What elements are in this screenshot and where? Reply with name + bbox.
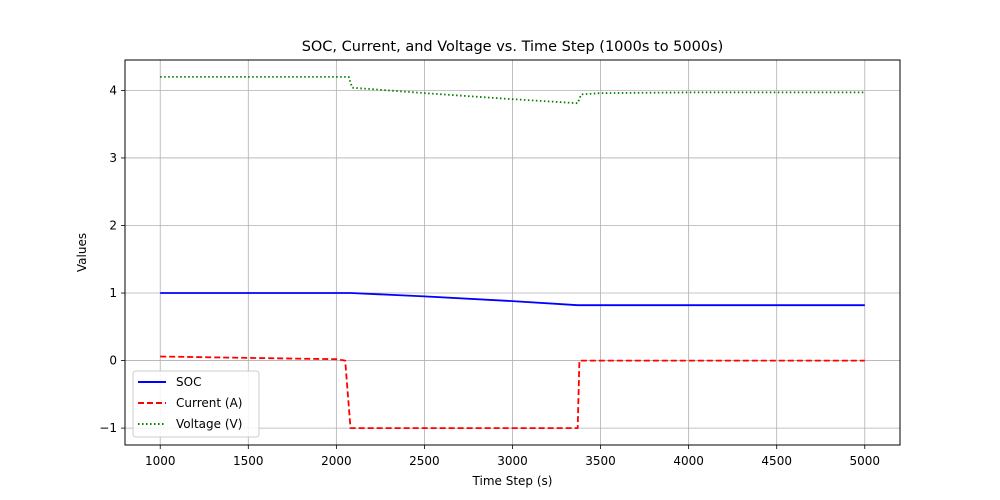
x-tick-label: 1000 — [145, 454, 176, 468]
x-tick-label: 4000 — [673, 454, 704, 468]
axis-ticks: 1000 1500 2000 2500 3000 3500 4000 4500 5000 −1 0 1… — [99, 83, 880, 468]
legend: SOC Current (A) Voltage (V) — [132, 370, 260, 438]
legend-label: SOC — [176, 375, 201, 389]
chart-title: SOC, Current, and Voltage vs. Time Step … — [302, 39, 724, 55]
series-line-2 — [160, 76, 865, 105]
x-tick-label: 2000 — [321, 454, 352, 468]
x-tick-label: 1500 — [233, 454, 264, 468]
y-axis-title: Values — [75, 233, 89, 272]
y-tick-label: 2 — [109, 218, 117, 232]
y-tick-label: 4 — [109, 83, 117, 97]
x-tick-label: 2500 — [409, 454, 440, 468]
legend-label: Current (A) — [176, 396, 242, 410]
x-tick-label: 3000 — [497, 454, 528, 468]
legend-label: Voltage (V) — [176, 417, 242, 431]
y-tick-label: 0 — [109, 354, 117, 368]
y-tick-label: −1 — [99, 421, 117, 435]
x-tick-label: 4500 — [761, 454, 792, 468]
x-tick-label: 5000 — [849, 454, 880, 468]
x-axis-title: Time Step (s) — [472, 474, 553, 488]
legend-box — [132, 370, 260, 438]
series-line-0 — [160, 292, 865, 307]
x-tick-label: 3500 — [585, 454, 616, 468]
series-lines — [160, 76, 865, 430]
y-tick-label: 1 — [109, 286, 117, 300]
series-line-1 — [160, 355, 865, 430]
y-tick-label: 3 — [109, 151, 117, 165]
